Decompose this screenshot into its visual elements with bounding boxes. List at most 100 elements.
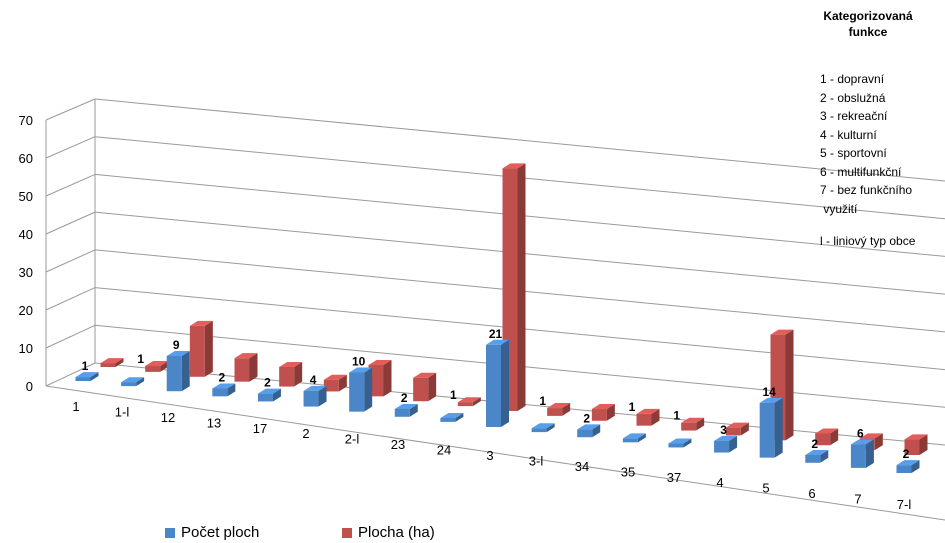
- x-tick-label: 7-l: [897, 497, 912, 512]
- data-label-pocet: 9: [173, 338, 180, 352]
- bar-pocet-side: [683, 438, 692, 448]
- bar-pocet-top: [257, 388, 281, 394]
- bar-plocha-side: [919, 434, 928, 455]
- bar-pocet: [622, 438, 638, 443]
- bar-pocet: [486, 344, 501, 427]
- y-tick-label: 30: [19, 265, 33, 280]
- bar-plocha-side: [785, 329, 794, 441]
- data-label-pocet: 2: [903, 447, 910, 461]
- data-label-pocet: 2: [264, 376, 271, 390]
- bar-plocha-side: [160, 361, 169, 372]
- bar-plocha: [591, 409, 607, 421]
- data-label-pocet: 2: [583, 411, 590, 425]
- bar-plocha-side: [338, 374, 347, 392]
- bar-pocet: [349, 372, 365, 412]
- bar-plocha: [725, 427, 741, 436]
- bar-pocet-side: [637, 433, 646, 443]
- bar-plocha-side: [606, 404, 615, 421]
- bar-pocet-side: [227, 383, 236, 397]
- bar-plocha: [323, 379, 339, 392]
- bar-pocet: [759, 402, 775, 458]
- bar-plocha-top: [145, 361, 169, 367]
- data-label-pocet: 6: [857, 426, 864, 440]
- bar-pocet-side: [774, 397, 783, 458]
- bar-pocet-side: [546, 423, 555, 433]
- data-label-pocet: 2: [218, 371, 225, 385]
- bar-pocet: [805, 454, 821, 463]
- bar-pocet: [714, 440, 730, 453]
- category-legend-item: 6 - multifunkční: [820, 164, 902, 179]
- x-tick-label: 24: [437, 443, 451, 458]
- y-tick-label: 60: [19, 151, 33, 166]
- bar-pocet-top: [349, 367, 373, 373]
- bar-plocha-top: [770, 329, 794, 335]
- y-tick-label: 10: [19, 341, 33, 356]
- x-tick-label: 2: [302, 426, 309, 441]
- data-label-pocet: 21: [489, 327, 503, 341]
- y-tick-label: 40: [19, 227, 33, 242]
- bar-pocet-side: [90, 372, 99, 381]
- data-label-pocet: 2: [811, 437, 818, 451]
- series-legend-label-area: Plocha (ha): [358, 524, 435, 541]
- bar-pocet-side: [865, 439, 874, 468]
- bar-pocet: [212, 388, 228, 397]
- bar-pocet: [166, 355, 182, 392]
- data-label-pocet: 3: [720, 423, 727, 437]
- bar-plocha: [904, 439, 920, 455]
- series-legend-item-area: Plocha (ha): [342, 524, 435, 541]
- y-tick-label: 0: [26, 379, 33, 394]
- gridline: [94, 98, 945, 182]
- data-label-plocha: 1: [450, 388, 457, 402]
- bar-plocha-top: [636, 408, 660, 414]
- bar-plocha-side: [651, 408, 660, 426]
- data-label-plocha: 1: [673, 409, 680, 423]
- bar-plocha-side: [472, 397, 481, 407]
- bar-pocet: [896, 465, 912, 473]
- bar-pocet-side: [364, 367, 373, 412]
- gridline-side: [45, 249, 96, 273]
- x-tick-label: 3: [486, 448, 493, 463]
- bar-plocha-side: [249, 353, 258, 382]
- bar-pocet: [121, 382, 137, 387]
- bar-plocha-top: [457, 397, 481, 403]
- bar-pocet-top: [121, 377, 145, 383]
- bar-plocha-top: [323, 374, 347, 380]
- bar-plocha: [413, 377, 429, 402]
- bar-plocha: [279, 366, 295, 387]
- bar-pocet: [394, 408, 410, 417]
- category-legend-item: 5 - sportovní: [820, 146, 887, 160]
- x-tick-label: 23: [391, 437, 405, 452]
- bar-plocha-top: [725, 422, 749, 428]
- bar-plocha: [145, 366, 161, 372]
- bar-pocet: [75, 377, 91, 381]
- x-tick-label: 4: [716, 475, 723, 490]
- bar-pocet: [850, 444, 866, 468]
- gridline-side: [45, 173, 96, 197]
- bar-plocha-side: [874, 433, 883, 451]
- bar-pocet: [531, 428, 547, 433]
- series-legend-label-count: Počet ploch: [181, 524, 260, 541]
- bar-pocet-top: [212, 383, 236, 389]
- data-label-plocha: 1: [629, 400, 636, 414]
- bar-plocha: [681, 422, 697, 431]
- bar-plocha-side: [517, 163, 526, 411]
- bar-pocet-top: [166, 350, 190, 356]
- series-swatch-count: [165, 527, 175, 538]
- bar-pocet-top: [759, 397, 783, 403]
- bar-plocha: [100, 363, 116, 367]
- bar-plocha-side: [830, 428, 839, 446]
- bar-pocet: [257, 393, 273, 402]
- bar-pocet-top: [531, 423, 555, 429]
- bar-pocet-side: [272, 388, 281, 402]
- series-legend-item-count: Počet ploch: [165, 524, 259, 541]
- bar-plocha: [368, 365, 384, 397]
- data-label-plocha: 1: [137, 352, 144, 366]
- data-label-pocet: 4: [310, 373, 317, 387]
- x-tick-label: 17: [253, 421, 267, 436]
- bar-pocet-side: [136, 377, 145, 387]
- data-label-plocha: 1: [539, 394, 546, 408]
- bar-plocha-top: [100, 358, 124, 364]
- x-tick-label: 37: [667, 470, 681, 485]
- bar-plocha: [457, 402, 473, 407]
